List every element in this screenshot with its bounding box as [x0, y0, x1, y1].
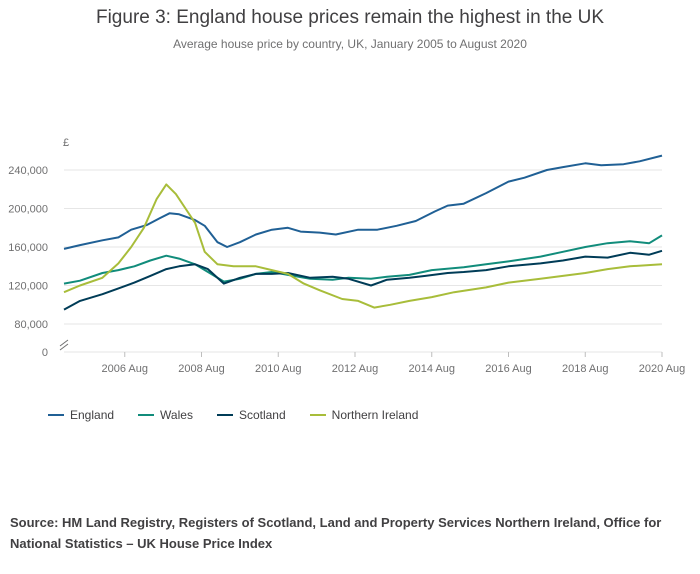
line-chart: 240,000 200,000 160,000 120,000 80,000 0 2006…: [8, 137, 686, 375]
legend-swatch: [48, 414, 64, 416]
series-line-england: [63, 154, 663, 250]
x-tick-label: 2008 Aug: [178, 363, 225, 375]
x-tick-label: 2016 Aug: [485, 363, 532, 375]
legend-label: Scotland: [238, 408, 286, 422]
x-tick-label: 2012 Aug: [332, 363, 379, 375]
chart-legend: England Wales Scotland Northern Ireland: [48, 408, 442, 422]
axis-break-mark: [59, 339, 69, 347]
series-line-wales: [63, 234, 663, 285]
legend-swatch: [138, 414, 155, 416]
x-tick-label: 2020 Aug: [639, 363, 686, 375]
x-tick-label: 2006 Aug: [102, 363, 149, 375]
source-note: Source: HM Land Registry, Registers of S…: [10, 515, 662, 551]
x-tick-label: 2014 Aug: [409, 363, 456, 375]
legend-label: Wales: [160, 408, 193, 422]
x-tick-label: 2010 Aug: [255, 363, 302, 375]
series-line-northern-ireland: [63, 183, 663, 309]
legend-item: Wales: [138, 408, 193, 422]
y-tick-label: 160,000: [8, 242, 48, 254]
y-tick-label: 200,000: [8, 204, 48, 216]
chart-subtitle: Average house price by country, UK, Janu…: [173, 37, 527, 51]
legend-item: England: [48, 408, 114, 422]
legend-item: Scotland: [216, 408, 286, 422]
legend-item: Northern Ireland: [309, 408, 419, 422]
legend-swatch: [309, 414, 326, 416]
legend-label: England: [70, 408, 115, 422]
y-tick-label: 0: [42, 347, 48, 359]
y-tick-label: 80,000: [14, 319, 48, 331]
y-tick-label: 240,000: [8, 165, 48, 177]
x-tick-label: 2018 Aug: [562, 363, 609, 375]
chart-title: Figure 3: England house prices remain th…: [95, 7, 605, 28]
legend-swatch: [216, 414, 233, 416]
y-tick-label: 120,000: [8, 281, 48, 293]
y-axis-label: £: [63, 137, 69, 149]
axis-break-mark: [59, 343, 69, 351]
legend-label: Northern Ireland: [331, 408, 419, 422]
series-line-scotland: [63, 249, 663, 311]
